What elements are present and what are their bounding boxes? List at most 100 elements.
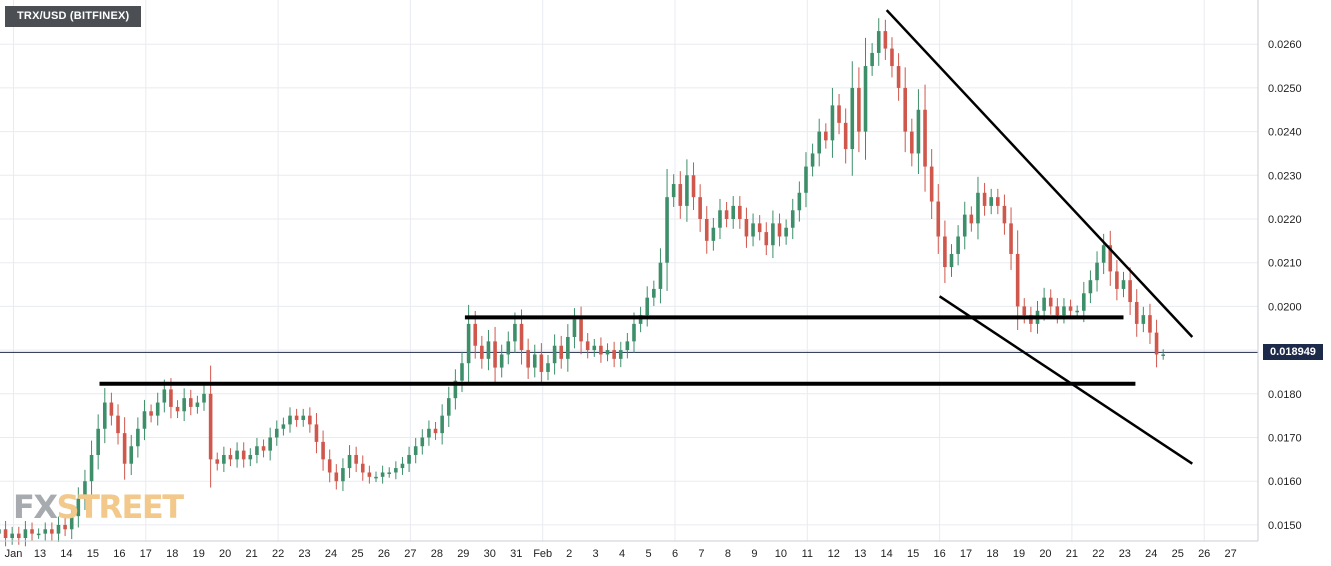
candle xyxy=(1048,289,1053,315)
y-tick-label: 0.0210 xyxy=(1268,258,1302,270)
x-tick-label: 31 xyxy=(510,548,522,560)
candle xyxy=(903,67,908,153)
candle-body xyxy=(208,393,213,460)
candle-body xyxy=(784,227,788,237)
candle-body xyxy=(460,363,464,381)
candle xyxy=(188,389,193,416)
candle xyxy=(83,469,87,511)
candle-body xyxy=(857,87,861,132)
candle xyxy=(453,369,458,410)
candle xyxy=(222,446,226,473)
candle xyxy=(658,248,663,304)
candle-body xyxy=(440,415,444,434)
candle-body xyxy=(420,437,425,447)
candle xyxy=(440,404,444,445)
candle-body xyxy=(162,389,167,403)
candle-body xyxy=(235,450,239,460)
candle xyxy=(552,334,557,375)
candle-body xyxy=(599,345,603,355)
candle xyxy=(797,181,802,222)
candle-body xyxy=(182,398,186,412)
candle xyxy=(652,280,656,306)
candle-body xyxy=(1009,223,1013,254)
candle xyxy=(460,351,464,393)
drawn-lines xyxy=(99,9,1194,465)
x-tick-label: 20 xyxy=(219,548,231,560)
candle xyxy=(863,37,868,160)
candle-body xyxy=(830,105,835,141)
x-tick-label: 10 xyxy=(775,548,787,560)
x-tick-label: 16 xyxy=(113,548,125,560)
candle-body xyxy=(446,398,451,416)
candle-body xyxy=(671,184,676,198)
candle xyxy=(751,213,755,247)
candle-body xyxy=(50,529,54,534)
candle xyxy=(202,385,206,411)
candle xyxy=(486,329,491,371)
candle xyxy=(943,220,947,284)
candle xyxy=(427,420,431,446)
candle-body xyxy=(718,210,722,228)
candle-body xyxy=(665,197,669,263)
trend-line[interactable] xyxy=(885,9,1194,338)
candle xyxy=(962,201,967,250)
candle-body xyxy=(69,516,74,530)
candle-body xyxy=(896,66,901,88)
candle-body xyxy=(30,529,34,534)
candle xyxy=(374,471,378,483)
candle-body xyxy=(1055,306,1060,316)
candle-body xyxy=(638,315,643,324)
candle xyxy=(334,464,339,490)
candle xyxy=(890,37,894,78)
candle xyxy=(288,407,292,433)
candle xyxy=(738,196,742,229)
candle-body xyxy=(122,433,127,464)
candle-body xyxy=(618,350,623,359)
candle xyxy=(16,526,21,545)
candle-body xyxy=(380,472,385,477)
candle xyxy=(857,67,861,153)
candle xyxy=(605,343,610,362)
candle xyxy=(255,437,259,464)
candle xyxy=(102,388,107,444)
candle xyxy=(956,225,960,266)
candle-body xyxy=(1022,306,1027,316)
candle-body xyxy=(976,192,980,224)
candle-body xyxy=(532,354,537,368)
candle xyxy=(599,337,603,363)
candle xyxy=(526,338,530,379)
candle-body xyxy=(136,428,140,447)
candle-body xyxy=(261,446,266,451)
y-tick-label: 0.0230 xyxy=(1268,170,1302,182)
candle xyxy=(784,219,788,245)
x-tick-label: 18 xyxy=(986,548,998,560)
candle-body xyxy=(1141,315,1146,324)
candle xyxy=(400,456,405,475)
candle xyxy=(321,430,325,471)
candle-body xyxy=(989,197,993,206)
x-tick-label: 4 xyxy=(619,548,625,560)
candle-body xyxy=(711,227,716,241)
candle-body xyxy=(109,402,114,416)
trend-line[interactable] xyxy=(938,295,1193,465)
x-tick-label: 17 xyxy=(140,548,152,560)
y-tick-label: 0.0170 xyxy=(1268,433,1302,445)
candle-body xyxy=(202,393,206,403)
candle-body xyxy=(936,201,941,237)
candle-body xyxy=(691,175,696,198)
candle-body xyxy=(1115,271,1119,289)
watermark-part-b: STREET xyxy=(56,488,185,526)
candle xyxy=(155,392,160,426)
candle-body xyxy=(1148,315,1152,333)
candle xyxy=(116,404,120,445)
candle xyxy=(771,210,775,259)
candle-body xyxy=(566,336,570,359)
candle-body xyxy=(427,428,431,438)
x-tick-label: 22 xyxy=(1092,548,1104,560)
candle xyxy=(612,341,616,368)
symbol-badge[interactable]: TRX/USD (BITFINEX) xyxy=(5,6,142,27)
x-tick-label: 26 xyxy=(1198,548,1210,560)
candle-body xyxy=(341,468,345,482)
candle xyxy=(301,408,306,427)
